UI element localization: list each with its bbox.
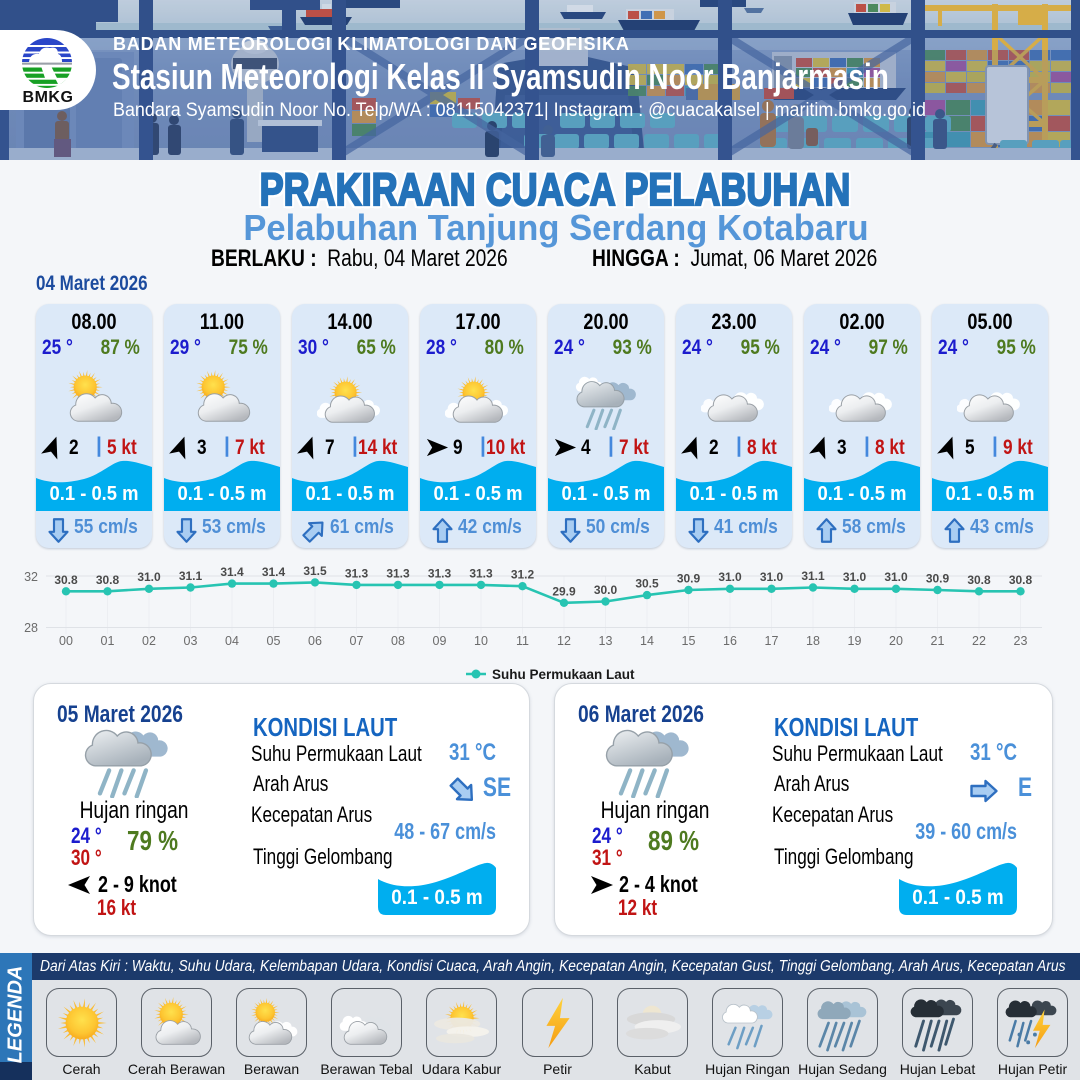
svg-text:09: 09 xyxy=(433,634,447,648)
svg-text:31.0: 31.0 xyxy=(718,570,742,584)
svg-text:30.9: 30.9 xyxy=(677,572,701,586)
svg-text:20: 20 xyxy=(889,634,903,648)
svg-text:31.4: 31.4 xyxy=(220,565,244,579)
svg-text:18: 18 xyxy=(806,634,820,648)
svg-text:31.3: 31.3 xyxy=(428,566,452,580)
svg-text:02: 02 xyxy=(142,634,156,648)
svg-text:31.1: 31.1 xyxy=(179,569,203,583)
svg-text:30.8: 30.8 xyxy=(54,573,78,587)
svg-text:13: 13 xyxy=(599,634,613,648)
svg-text:22: 22 xyxy=(972,634,986,648)
svg-text:17: 17 xyxy=(765,634,779,648)
svg-text:31.4: 31.4 xyxy=(262,565,286,579)
svg-text:16: 16 xyxy=(723,634,737,648)
svg-text:11: 11 xyxy=(516,634,529,648)
svg-text:31.1: 31.1 xyxy=(801,569,825,583)
svg-text:31.2: 31.2 xyxy=(511,568,535,582)
svg-text:03: 03 xyxy=(184,634,198,648)
svg-text:30.8: 30.8 xyxy=(967,573,991,587)
svg-text:23: 23 xyxy=(1014,634,1028,648)
svg-text:30.8: 30.8 xyxy=(1009,573,1033,587)
svg-text:12: 12 xyxy=(557,634,571,648)
svg-text:31.0: 31.0 xyxy=(843,570,867,584)
svg-text:05: 05 xyxy=(267,634,281,648)
svg-text:31.3: 31.3 xyxy=(345,566,369,580)
svg-text:31.0: 31.0 xyxy=(884,570,908,584)
svg-text:29.9: 29.9 xyxy=(552,584,576,598)
svg-text:31.3: 31.3 xyxy=(386,566,410,580)
svg-text:28: 28 xyxy=(24,621,38,635)
svg-text:31.5: 31.5 xyxy=(303,564,327,578)
svg-text:30.9: 30.9 xyxy=(926,572,950,586)
svg-text:31.3: 31.3 xyxy=(469,566,493,580)
svg-text:10: 10 xyxy=(474,634,488,648)
svg-text:31.0: 31.0 xyxy=(760,570,784,584)
svg-text:08: 08 xyxy=(391,634,405,648)
svg-text:19: 19 xyxy=(848,634,862,648)
svg-text:15: 15 xyxy=(682,634,696,648)
svg-text:30.5: 30.5 xyxy=(635,577,659,591)
svg-text:01: 01 xyxy=(101,634,115,648)
svg-text:00: 00 xyxy=(59,634,73,648)
svg-text:Suhu Permukaan Laut: Suhu Permukaan Laut xyxy=(492,667,635,682)
svg-text:30.0: 30.0 xyxy=(594,583,618,597)
svg-text:14: 14 xyxy=(640,634,654,648)
svg-text:21: 21 xyxy=(931,634,945,648)
svg-text:30.8: 30.8 xyxy=(96,573,120,587)
svg-text:04: 04 xyxy=(225,634,239,648)
svg-text:31.0: 31.0 xyxy=(137,570,161,584)
svg-text:07: 07 xyxy=(350,634,364,648)
svg-text:32: 32 xyxy=(24,570,38,584)
svg-text:06: 06 xyxy=(308,634,322,648)
